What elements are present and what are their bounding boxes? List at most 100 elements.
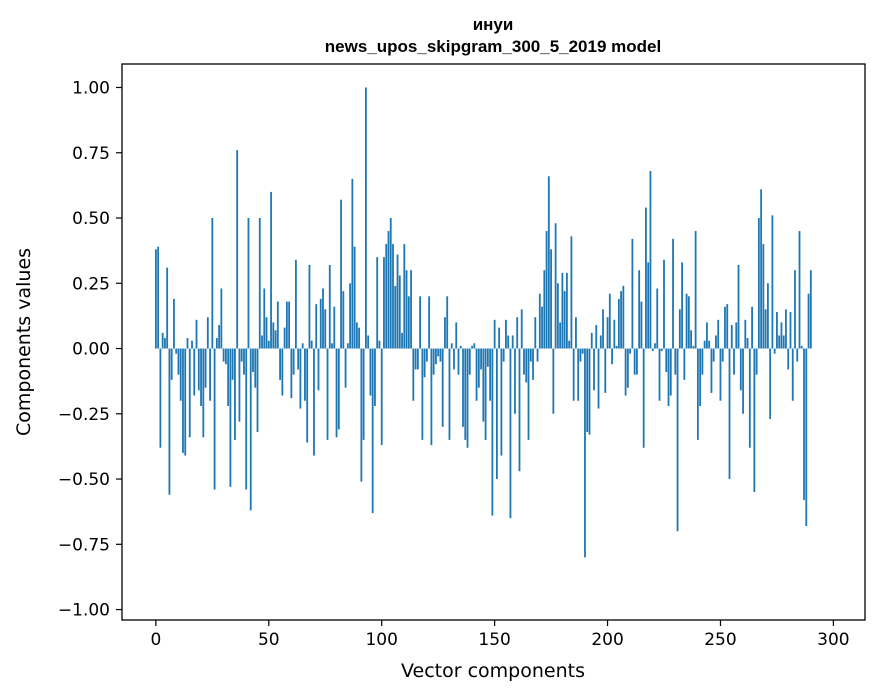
bar-component-238 [692,345,695,349]
bar-component-58 [285,301,288,349]
bar-component-219 [649,171,652,349]
bar-component-31 [224,348,227,365]
bar-component-1 [157,246,160,349]
bar-component-205 [617,298,620,349]
bar-component-33 [229,348,232,487]
bar-component-0 [154,249,157,349]
bar-component-248 [715,335,717,349]
bar-component-136 [462,348,464,427]
bar-component-279 [785,309,787,349]
bar-component-217 [645,207,647,349]
bar-component-178 [556,283,559,349]
bar-component-144 [480,348,482,370]
bar-component-75 [324,309,327,349]
bar-component-25 [211,218,214,349]
bar-component-207 [622,285,625,349]
bar-component-106 [394,285,397,349]
bar-component-278 [782,335,785,349]
bar-component-138 [466,348,469,448]
bar-component-18 [195,319,198,349]
bar-component-40 [245,348,248,490]
bar-component-47 [261,335,263,349]
bar-component-27 [215,338,218,349]
bar-component-104 [389,218,392,349]
bar-component-72 [317,348,320,391]
plot-frame [121,63,866,621]
bar-component-110 [403,244,406,349]
bar-component-265 [753,348,756,493]
bar-component-87 [351,178,354,349]
bar-component-26 [213,348,216,490]
bar-component-24 [209,348,211,401]
bar-component-83 [342,291,345,349]
bar-component-194 [593,348,595,391]
bar-component-64 [299,348,302,409]
bar-component-257 [735,322,738,349]
bar-component-231 [676,348,679,532]
bar-component-107 [396,254,399,349]
bar-component-140 [471,345,473,349]
bar-component-264 [751,306,753,349]
bar-component-286 [800,345,803,349]
bar-component-237 [690,330,693,349]
bar-component-76 [326,348,329,440]
bar-component-59 [288,301,291,349]
bar-component-270 [764,309,767,349]
bar-component-113 [410,270,412,349]
bar-component-122 [430,348,433,446]
bars-group [154,87,812,558]
x-tick-label: 150 [478,630,510,650]
bar-component-252 [724,306,726,349]
bar-component-171 [541,306,543,349]
bar-component-147 [486,348,489,367]
bar-component-96 [371,348,374,513]
y-tick-label: −0.25 [58,405,110,425]
bar-component-199 [604,348,607,393]
y-axis: −1.00 −0.75 −0.50 −0.25 0.00 0.25 0.50 0.75 1.00 [58,78,122,621]
bar-component-68 [308,265,311,349]
bar-component-277 [780,322,783,349]
bar-component-269 [762,244,765,349]
bar-component-142 [475,348,478,401]
bar-component-173 [545,231,548,349]
bar-component-132 [453,348,455,370]
bar-component-254 [728,348,731,480]
bar-component-34 [231,348,234,380]
bar-component-82 [340,199,342,349]
bar-component-256 [733,348,735,375]
y-tick-label: 0.50 [72,209,110,229]
bar-component-90 [358,327,361,349]
bar-component-190 [584,348,586,558]
bar-component-133 [455,322,458,349]
x-tick-label: 200 [591,630,623,650]
bar-component-163 [523,348,525,375]
bar-component-260 [742,348,744,414]
bar-component-103 [387,231,390,349]
bar-component-165 [527,348,530,440]
bar-component-3 [161,332,164,349]
bar-component-127 [441,348,444,427]
bar-component-20 [200,348,202,406]
bar-component-123 [432,348,435,375]
x-tick-label: 100 [365,630,397,650]
bar-component-111 [405,270,408,349]
bar-component-158 [511,335,514,349]
bar-component-109 [401,332,403,349]
bar-component-6 [168,348,171,495]
bar-component-55 [279,348,281,380]
bar-component-177 [554,223,557,349]
bar-component-211 [631,238,634,349]
bar-component-153 [500,348,503,456]
bar-component-151 [495,348,498,480]
bar-component-159 [514,348,516,414]
bar-component-262 [746,338,749,349]
bar-component-23 [206,317,209,349]
bar-component-169 [536,348,539,362]
bar-component-129 [446,296,449,349]
bar-component-283 [794,270,796,349]
bar-component-56 [281,348,284,396]
bar-component-282 [791,348,794,401]
bar-component-66 [304,348,306,401]
bar-component-214 [638,270,641,349]
bar-component-143 [477,348,480,388]
